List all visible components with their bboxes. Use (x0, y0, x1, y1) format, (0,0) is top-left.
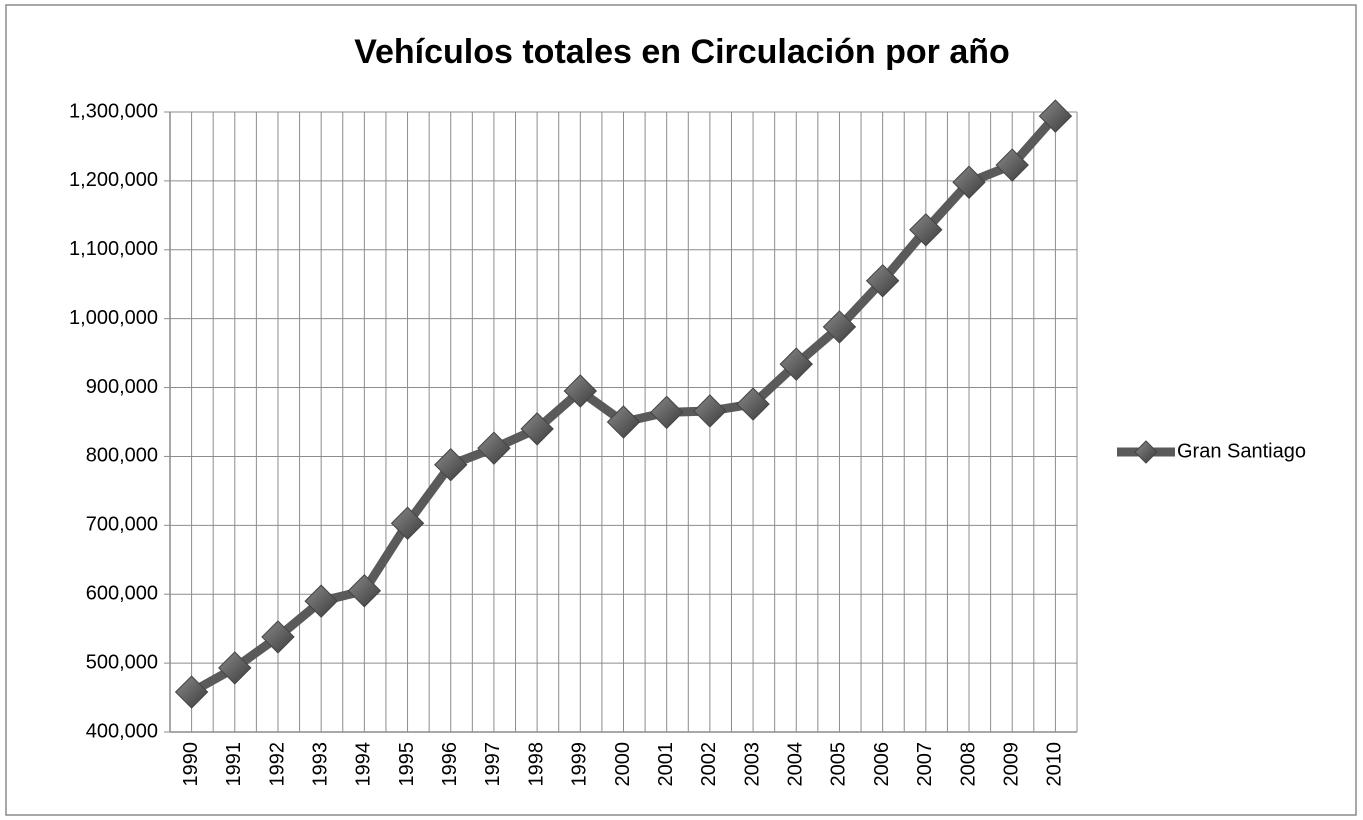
x-tick-label: 2002 (698, 742, 720, 787)
point-marker (174, 675, 209, 709)
point-marker (736, 387, 770, 421)
y-tick-label: 800,000 (86, 445, 158, 467)
y-tick-label: 400,000 (86, 720, 158, 742)
x-tick-label: 2003 (741, 742, 763, 787)
x-tick-label: 2001 (655, 742, 677, 787)
point-marker (822, 310, 857, 344)
point-marker (995, 148, 1029, 182)
legend-label: Gran Santiago (1177, 440, 1306, 462)
y-tick-label: 1,200,000 (69, 169, 158, 191)
x-tick-label: 1995 (396, 742, 418, 787)
x-tick-label: 2008 (957, 742, 979, 787)
x-tick-label: 2007 (914, 742, 936, 787)
point-marker (261, 620, 295, 654)
x-tick-label: 2006 (871, 742, 893, 787)
point-marker (952, 165, 986, 199)
point-marker (347, 574, 382, 608)
x-tick-label: 2009 (1000, 742, 1022, 787)
x-tick-label: 2005 (828, 742, 850, 787)
point-marker (865, 264, 900, 298)
x-tick-label: 1992 (266, 742, 288, 787)
x-tick-label: 1990 (180, 742, 202, 787)
y-tick-label: 1,100,000 (69, 238, 158, 260)
point-marker (606, 405, 641, 439)
x-tick-label: 1994 (353, 742, 375, 787)
y-tick-label: 1,300,000 (69, 100, 158, 122)
y-tick-label: 1,000,000 (69, 307, 158, 329)
point-marker (1038, 99, 1073, 133)
x-tick-label: 1998 (525, 742, 547, 787)
point-marker (563, 374, 598, 408)
x-tick-label: 1997 (482, 742, 504, 787)
point-marker (218, 651, 252, 685)
legend-marker (1134, 440, 1158, 464)
x-tick-label: 1991 (223, 742, 245, 787)
point-marker (520, 412, 554, 446)
point-marker (909, 213, 943, 247)
point-marker (649, 395, 684, 430)
y-tick-label: 900,000 (86, 376, 158, 398)
point-marker (477, 431, 511, 465)
y-tick-label: 700,000 (86, 514, 158, 536)
x-tick-label: 1996 (439, 742, 461, 787)
point-marker (434, 448, 468, 482)
y-tick-label: 600,000 (86, 583, 158, 605)
point-marker (779, 347, 813, 381)
x-tick-label: 1993 (309, 742, 331, 787)
point-marker (390, 506, 425, 540)
x-tick-label: 2010 (1044, 742, 1066, 787)
x-tick-label: 2000 (612, 742, 634, 787)
y-tick-label: 500,000 (86, 651, 158, 673)
point-marker (693, 394, 727, 428)
point-marker (304, 584, 338, 618)
x-tick-label: 2004 (785, 742, 807, 787)
chart-title: Vehículos totales en Circulación por año (354, 33, 1010, 71)
x-tick-label: 1999 (569, 742, 591, 787)
